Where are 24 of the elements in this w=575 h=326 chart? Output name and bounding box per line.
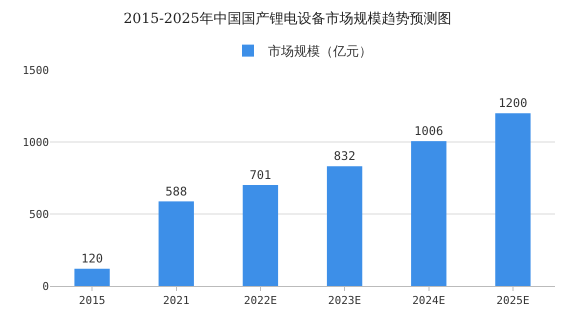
bar — [326, 166, 362, 286]
data-label: 588 — [165, 184, 188, 198]
x-tick-label: 2025E — [496, 294, 530, 308]
data-label: 832 — [334, 149, 356, 164]
bar — [495, 113, 531, 286]
data-label: 1006 — [414, 124, 444, 138]
x-tick-label: 2015 — [78, 294, 106, 308]
bar — [158, 201, 194, 286]
data-label: 1200 — [498, 96, 528, 110]
bar — [74, 268, 110, 286]
y-tick-label: 1000 — [22, 136, 49, 149]
x-tick-label: 2022E — [244, 294, 277, 308]
bar — [242, 185, 278, 286]
bar — [411, 141, 446, 286]
x-tick-label: 2021 — [163, 294, 190, 308]
chart-title: 2015-2025年中国国产锂电设备市场规模趋势预测图 — [124, 10, 452, 27]
y-tick-label: 500 — [29, 208, 49, 221]
x-tick-label: 2023E — [328, 294, 362, 308]
data-label: 120 — [81, 252, 103, 266]
legend-label: 市场规模（亿元） — [268, 44, 372, 60]
x-tick-label: 2024E — [412, 294, 446, 308]
y-tick-label: 1500 — [22, 64, 49, 77]
y-tick-label: 0 — [42, 280, 49, 293]
data-label: 701 — [250, 168, 272, 182]
